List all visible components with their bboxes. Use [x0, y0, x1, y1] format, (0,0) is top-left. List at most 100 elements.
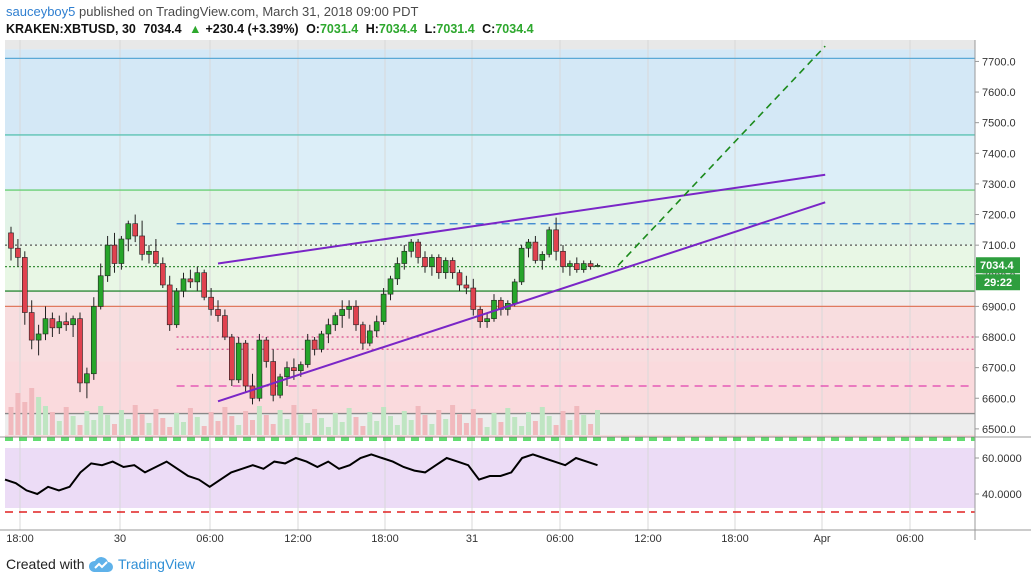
candle-body	[573, 263, 580, 270]
volume-bar	[353, 417, 359, 435]
candle-body	[91, 306, 97, 375]
candle-body	[180, 278, 187, 292]
candle-body	[560, 250, 566, 267]
candle-body	[525, 241, 532, 249]
volume-bar	[581, 415, 587, 435]
time-tick-label: 12:00	[634, 533, 662, 545]
up-arrow-icon: ▲	[189, 22, 202, 36]
time-tick-label: 06:00	[196, 533, 224, 545]
high-label: H:	[365, 22, 379, 36]
published-text: published on TradingView.com, March 31, …	[75, 4, 419, 19]
volume-bar	[263, 415, 269, 435]
candle-body	[360, 324, 366, 344]
candle-body	[394, 263, 401, 280]
volume-bar	[519, 426, 525, 435]
current-price-tag	[976, 257, 1020, 274]
volume-bar	[139, 414, 145, 435]
price-band	[5, 291, 975, 307]
candle-body	[21, 257, 28, 313]
close-label: C:	[482, 22, 496, 36]
candle-body	[325, 324, 332, 335]
tradingview-cloud-icon	[88, 555, 114, 575]
volume-bar	[429, 424, 435, 435]
volume-bar	[236, 425, 242, 435]
volume-bar	[222, 407, 228, 435]
symbol-label[interactable]: KRAKEN:XBTUSD, 30	[6, 22, 136, 36]
candle-body	[346, 306, 352, 310]
volume-bar	[153, 409, 159, 435]
volume-bar	[112, 424, 117, 435]
candle-body	[160, 263, 166, 286]
candle-body	[297, 364, 304, 371]
candle-body	[387, 278, 394, 295]
candle-body	[256, 339, 263, 399]
candle-body	[194, 272, 201, 283]
volume-bar	[208, 412, 214, 435]
tradingview-link[interactable]: TradingView	[118, 556, 196, 572]
candle-body	[187, 278, 194, 283]
volume-bar	[339, 422, 345, 435]
volume-bar	[243, 411, 249, 435]
time-tick-label: 06:00	[546, 533, 574, 545]
open-label: O:	[306, 22, 320, 36]
candle-body	[28, 312, 35, 341]
candle-body	[546, 229, 553, 255]
candle-body	[208, 296, 214, 310]
candle-body	[435, 257, 442, 274]
trendline	[217, 173, 826, 265]
volume-bar	[505, 408, 511, 435]
volume-bar	[595, 410, 600, 435]
time-tick-label: 18:00	[371, 533, 399, 545]
volume-bar	[194, 417, 200, 435]
candle-body	[553, 229, 559, 252]
candle-body	[42, 318, 49, 335]
candle-body	[153, 250, 159, 264]
candle-body	[594, 265, 601, 267]
volume-bar	[298, 414, 304, 435]
candle-body	[518, 247, 525, 283]
trendline	[217, 201, 826, 403]
chart-area[interactable]: 7700.0 7600.0 7500.0 7400.0 7300.0 7200.0 7100…	[0, 40, 1031, 550]
volume-bar	[167, 427, 173, 435]
candle-body	[15, 247, 21, 258]
volume-bar	[560, 411, 566, 435]
time-tick-label: Apr	[813, 533, 830, 545]
rsi-tick-label: 60.0000	[982, 453, 1022, 465]
price-tick-label: 6600.0	[982, 393, 1016, 405]
price-chart[interactable]: 7700.0 7600.0 7500.0 7400.0 7300.0 7200.0 7100…	[0, 40, 1031, 550]
price-tick-label: 7300.0	[982, 179, 1016, 191]
chart-header: sauceyboy5 published on TradingView.com,…	[6, 3, 1016, 39]
price-tick-label: 7500.0	[982, 118, 1016, 130]
volume-bar	[70, 416, 76, 435]
author-link[interactable]: sauceyboy5	[6, 4, 76, 19]
candle-body	[422, 257, 428, 267]
low-value: 7031.4	[436, 22, 475, 36]
volume-bar	[532, 421, 538, 435]
price-tick-label: 7100.0	[982, 240, 1016, 252]
volume-bar	[84, 411, 90, 435]
time-tick-label: 12:00	[284, 533, 312, 545]
volume-bar	[250, 420, 255, 435]
volume-bar	[277, 410, 283, 435]
top-band	[5, 40, 975, 50]
candle-body	[249, 385, 256, 399]
volume-bar	[98, 406, 104, 435]
last-price: 7034.4	[143, 22, 182, 36]
candle-body	[429, 257, 435, 267]
volume-bar	[305, 423, 311, 435]
volume-bar	[63, 407, 69, 435]
volume-bar	[291, 405, 297, 435]
volume-bar	[367, 412, 373, 435]
symbol-info: KRAKEN:XBTUSD, 30 7034.4 ▲ +230.4 (+3.39%…	[6, 20, 1016, 38]
candle-body	[132, 223, 138, 237]
candle-body	[35, 333, 42, 341]
volume-bar	[415, 406, 421, 435]
candle-body	[353, 306, 359, 326]
projection-line	[617, 45, 826, 266]
candle-body	[511, 281, 518, 304]
volume-bar	[574, 406, 580, 435]
volume-bar	[256, 406, 262, 435]
volume-bar	[146, 423, 152, 435]
high-value: 7034.4	[378, 22, 418, 36]
candle-body	[408, 241, 415, 252]
